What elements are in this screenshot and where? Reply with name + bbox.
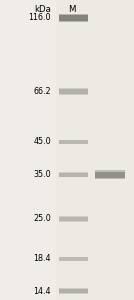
- Bar: [59, 94, 88, 95]
- Text: 35.0: 35.0: [33, 170, 51, 179]
- Text: 66.2: 66.2: [33, 87, 51, 96]
- Bar: [59, 216, 88, 217]
- Text: 116.0: 116.0: [28, 14, 51, 22]
- Text: 45.0: 45.0: [33, 137, 51, 146]
- Bar: [59, 221, 88, 222]
- Bar: [59, 172, 88, 173]
- Bar: [95, 170, 125, 179]
- Bar: [95, 178, 125, 180]
- Bar: [59, 177, 88, 178]
- Text: kDa: kDa: [34, 5, 51, 14]
- Bar: [56, 0, 134, 300]
- Text: M: M: [69, 5, 76, 14]
- Bar: [59, 21, 88, 22]
- Bar: [59, 140, 88, 144]
- Text: 25.0: 25.0: [33, 214, 51, 223]
- Bar: [59, 14, 88, 15]
- Bar: [59, 261, 88, 262]
- Bar: [59, 216, 88, 222]
- Bar: [59, 88, 88, 89]
- Bar: [59, 287, 88, 289]
- Bar: [59, 256, 88, 261]
- Bar: [59, 172, 88, 178]
- Bar: [59, 14, 88, 22]
- Bar: [95, 170, 125, 172]
- Text: 14.4: 14.4: [33, 286, 51, 296]
- Bar: [59, 88, 88, 95]
- Bar: [59, 288, 88, 294]
- Bar: [59, 256, 88, 257]
- Bar: [59, 293, 88, 295]
- Text: 18.4: 18.4: [33, 254, 51, 263]
